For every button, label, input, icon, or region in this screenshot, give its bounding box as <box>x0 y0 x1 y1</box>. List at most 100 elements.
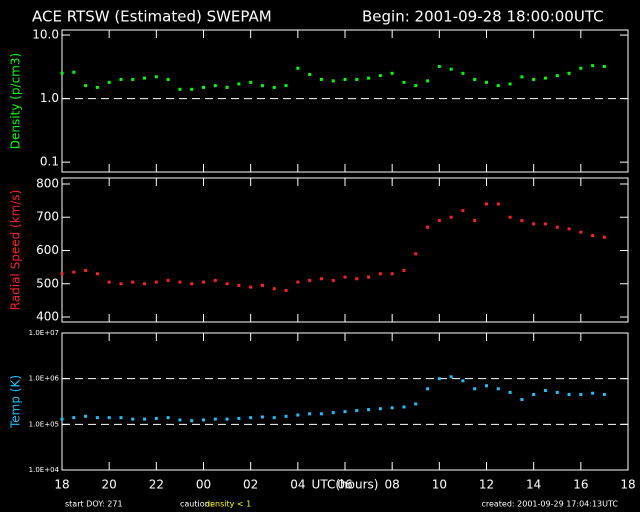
data-point <box>319 77 323 81</box>
y-tick-label: 1.0E+06 <box>29 375 60 383</box>
y-axis-label: Radial Speed (km/s) <box>9 190 23 311</box>
data-point <box>579 393 583 397</box>
data-point <box>178 87 182 91</box>
start-doy: start DOY: 271 <box>65 500 123 509</box>
data-point <box>284 414 288 418</box>
data-point <box>154 75 158 79</box>
data-point <box>378 272 382 276</box>
data-point <box>496 84 500 88</box>
data-point <box>555 74 559 78</box>
data-point <box>284 288 288 292</box>
data-point <box>178 280 182 284</box>
data-point <box>567 393 571 397</box>
data-point <box>449 375 453 379</box>
data-point <box>119 77 123 81</box>
data-point <box>308 278 312 282</box>
y-tick-label: 800 <box>36 176 59 190</box>
data-point <box>414 402 418 406</box>
data-point <box>390 71 394 75</box>
data-point <box>272 85 276 89</box>
data-point <box>60 417 64 421</box>
data-point <box>107 280 111 284</box>
data-point <box>367 275 371 279</box>
data-point <box>237 82 241 86</box>
data-point <box>402 405 406 409</box>
begin-time: Begin: 2001-09-28 18:00:00UTC <box>362 8 604 26</box>
data-point <box>437 219 441 223</box>
y-axis-label: Density (p/cm3) <box>9 53 23 149</box>
data-point <box>249 80 253 84</box>
data-point <box>426 225 430 229</box>
data-point <box>591 234 595 238</box>
data-point <box>591 64 595 68</box>
data-point <box>143 282 147 286</box>
data-point <box>72 270 76 274</box>
data-point <box>237 283 241 287</box>
data-point <box>260 415 264 419</box>
data-point <box>426 387 430 391</box>
data-point <box>308 412 312 416</box>
data-point <box>72 70 76 74</box>
data-point <box>249 416 253 420</box>
data-point <box>154 416 158 420</box>
data-point <box>402 80 406 84</box>
data-point <box>143 417 147 421</box>
data-point <box>60 71 64 75</box>
data-point <box>355 77 359 81</box>
data-point <box>202 280 205 284</box>
data-point <box>579 66 583 70</box>
x-tick-label: 14 <box>526 478 541 492</box>
created-time: created: 2001-09-29 17:04:13UTC <box>481 500 618 509</box>
data-point <box>143 76 147 80</box>
data-point <box>485 80 488 84</box>
data-point <box>107 416 111 420</box>
y-tick-label: 1.0E+07 <box>29 329 59 337</box>
data-point <box>331 79 335 83</box>
y-tick-label: 600 <box>36 243 59 257</box>
data-point <box>602 235 606 239</box>
data-point <box>131 280 135 284</box>
data-point <box>508 390 512 394</box>
data-point <box>166 77 170 81</box>
data-point <box>437 377 441 381</box>
data-point <box>202 85 205 89</box>
data-point <box>190 419 194 423</box>
data-point <box>485 202 488 206</box>
data-point <box>272 416 276 420</box>
x-tick-label: 22 <box>149 478 164 492</box>
data-point <box>390 272 394 276</box>
data-point <box>319 277 323 281</box>
data-point <box>496 202 500 206</box>
x-tick-label: 00 <box>196 478 211 492</box>
x-tick-label: 18 <box>54 478 69 492</box>
data-point <box>190 282 194 286</box>
data-point <box>95 272 99 276</box>
data-point <box>602 64 606 68</box>
y-tick-label: 500 <box>36 276 59 290</box>
y-tick-label: 1.0E+05 <box>29 420 59 428</box>
data-point <box>449 215 453 219</box>
x-tick-label: 04 <box>290 478 305 492</box>
x-tick-label: 02 <box>243 478 258 492</box>
data-point <box>296 413 300 417</box>
x-tick-label: 18 <box>620 478 635 492</box>
data-point <box>579 230 583 234</box>
y-tick-label: 10.0 <box>32 28 59 42</box>
data-point <box>131 417 135 421</box>
data-point <box>95 85 99 89</box>
x-axis-label: UTC(hours) <box>312 478 379 492</box>
y-axis-label: Temp (K) <box>9 375 23 429</box>
data-point <box>367 76 371 80</box>
y-tick-label: 0.1 <box>40 155 59 169</box>
data-point <box>555 390 559 394</box>
data-point <box>449 67 453 71</box>
data-point <box>272 287 276 291</box>
data-point <box>284 84 288 88</box>
data-point <box>72 416 76 420</box>
data-point <box>131 77 135 81</box>
data-point <box>343 410 347 414</box>
data-point <box>414 84 418 88</box>
data-point <box>591 391 595 395</box>
data-point <box>437 64 441 68</box>
